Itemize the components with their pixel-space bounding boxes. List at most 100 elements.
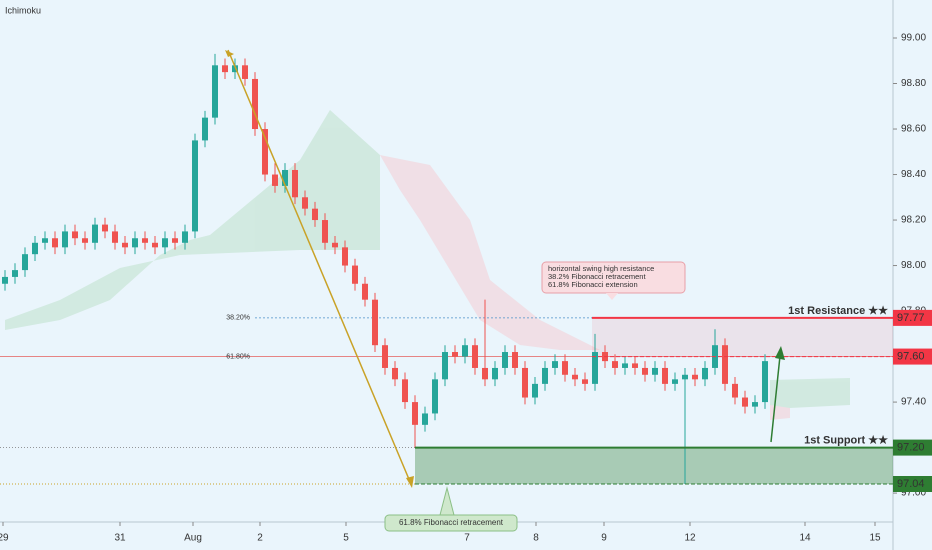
candle-body xyxy=(102,224,108,232)
candle-body xyxy=(242,65,248,79)
plot: 97.0097.2097.4097.6097.8098.0098.2098.40… xyxy=(0,33,932,544)
candle-body xyxy=(232,65,238,73)
arrow-head xyxy=(225,50,234,57)
candle-body xyxy=(422,413,428,425)
resistance-label: 1st Resistance ★★ xyxy=(788,305,888,317)
ichimoku-cloud xyxy=(5,110,850,420)
y-tick-label: 98.60 xyxy=(901,124,926,135)
candle-body xyxy=(162,238,168,248)
candle-body xyxy=(212,65,218,118)
candle-body xyxy=(132,238,138,248)
cloud-green xyxy=(5,110,380,330)
candle-body xyxy=(172,238,178,243)
x-tick-label: 7 xyxy=(464,533,470,544)
y-tick-label: 97.00 xyxy=(901,488,926,499)
candle-body xyxy=(192,140,198,232)
note-text: 61.8% Fibonacci retracement xyxy=(399,518,504,527)
candle-body xyxy=(372,299,378,346)
candle-body xyxy=(222,65,228,73)
support-label: 1st Support ★★ xyxy=(804,434,888,446)
candle-body xyxy=(642,367,648,375)
note-pointer xyxy=(439,486,455,516)
zone xyxy=(592,317,893,357)
candle-body xyxy=(292,169,298,198)
candle-body xyxy=(572,374,578,380)
candle-body xyxy=(402,379,408,403)
bounce-arrow xyxy=(770,355,781,443)
candle-body xyxy=(42,238,48,243)
candle-body xyxy=(282,169,288,186)
candle-body xyxy=(732,383,738,398)
candle-body xyxy=(562,361,568,375)
candle-body xyxy=(112,231,118,243)
indicator-label: Ichimoku xyxy=(5,5,41,15)
price-label: 97.60 xyxy=(897,350,925,362)
fib-label: 38.20% xyxy=(226,315,250,322)
candle-body xyxy=(522,367,528,398)
y-tick-label: 98.80 xyxy=(901,78,926,89)
x-tick-label: 2 xyxy=(257,533,263,544)
candle-body xyxy=(392,367,398,380)
y-tick-label: 99.00 xyxy=(901,33,926,44)
candle-body xyxy=(482,367,488,380)
candle-body xyxy=(122,242,128,248)
candle-body xyxy=(92,224,98,243)
price-label: 97.04 xyxy=(897,478,925,490)
x-tick-label: 14 xyxy=(799,533,811,544)
swing-arrow xyxy=(227,49,412,485)
candle-body xyxy=(682,374,688,380)
candle-body xyxy=(272,174,278,186)
candle-body xyxy=(762,361,768,403)
candle-body xyxy=(312,208,318,221)
candle-body xyxy=(612,361,618,368)
x-tick-label: 5 xyxy=(343,533,349,544)
candle-body xyxy=(302,197,308,209)
candle-body xyxy=(512,352,518,368)
x-tick-label: 8 xyxy=(533,533,539,544)
price-label: 97.77 xyxy=(897,312,925,324)
candle-body xyxy=(552,361,558,368)
candle-body xyxy=(532,383,538,398)
candle-body xyxy=(672,379,678,384)
candle-body xyxy=(462,345,468,357)
price-label: 97.20 xyxy=(897,441,925,453)
candle-body xyxy=(492,367,498,380)
candle-body xyxy=(32,242,38,255)
candle-body xyxy=(502,352,508,368)
candle-body xyxy=(692,374,698,380)
candle-body xyxy=(432,379,438,414)
candle-body xyxy=(442,352,448,380)
arrow-head xyxy=(406,476,414,488)
arrow-head xyxy=(775,346,785,360)
candle-body xyxy=(202,117,208,141)
candle-body xyxy=(662,367,668,384)
cloud-red xyxy=(380,155,600,350)
candle-body xyxy=(152,242,158,248)
candle-body xyxy=(82,238,88,243)
candle-body xyxy=(62,231,68,248)
candle-body xyxy=(362,283,368,300)
candle-body xyxy=(182,231,188,243)
price-box xyxy=(893,309,932,326)
candle-body xyxy=(622,363,628,368)
candle-body xyxy=(702,367,708,380)
candle-body xyxy=(722,345,728,384)
y-tick-label: 98.00 xyxy=(901,260,926,271)
candle-body xyxy=(52,238,58,248)
candle-body xyxy=(252,78,258,130)
price-box xyxy=(893,348,932,365)
x-tick-label: 15 xyxy=(869,533,881,544)
y-tick-label: 98.40 xyxy=(901,169,926,180)
x-tick-label: Aug xyxy=(184,533,202,544)
candle-body xyxy=(322,220,328,243)
x-tick-label: 31 xyxy=(114,533,126,544)
x-tick-label: 29 xyxy=(0,533,9,544)
candle-body xyxy=(382,345,388,368)
candle-body xyxy=(592,352,598,384)
candle-body xyxy=(22,254,28,271)
candle-body xyxy=(262,129,268,175)
note-text: horizontal swing high resistance xyxy=(548,264,654,273)
candle-body xyxy=(632,363,638,368)
candle-body xyxy=(742,397,748,407)
candle-body xyxy=(12,270,18,277)
